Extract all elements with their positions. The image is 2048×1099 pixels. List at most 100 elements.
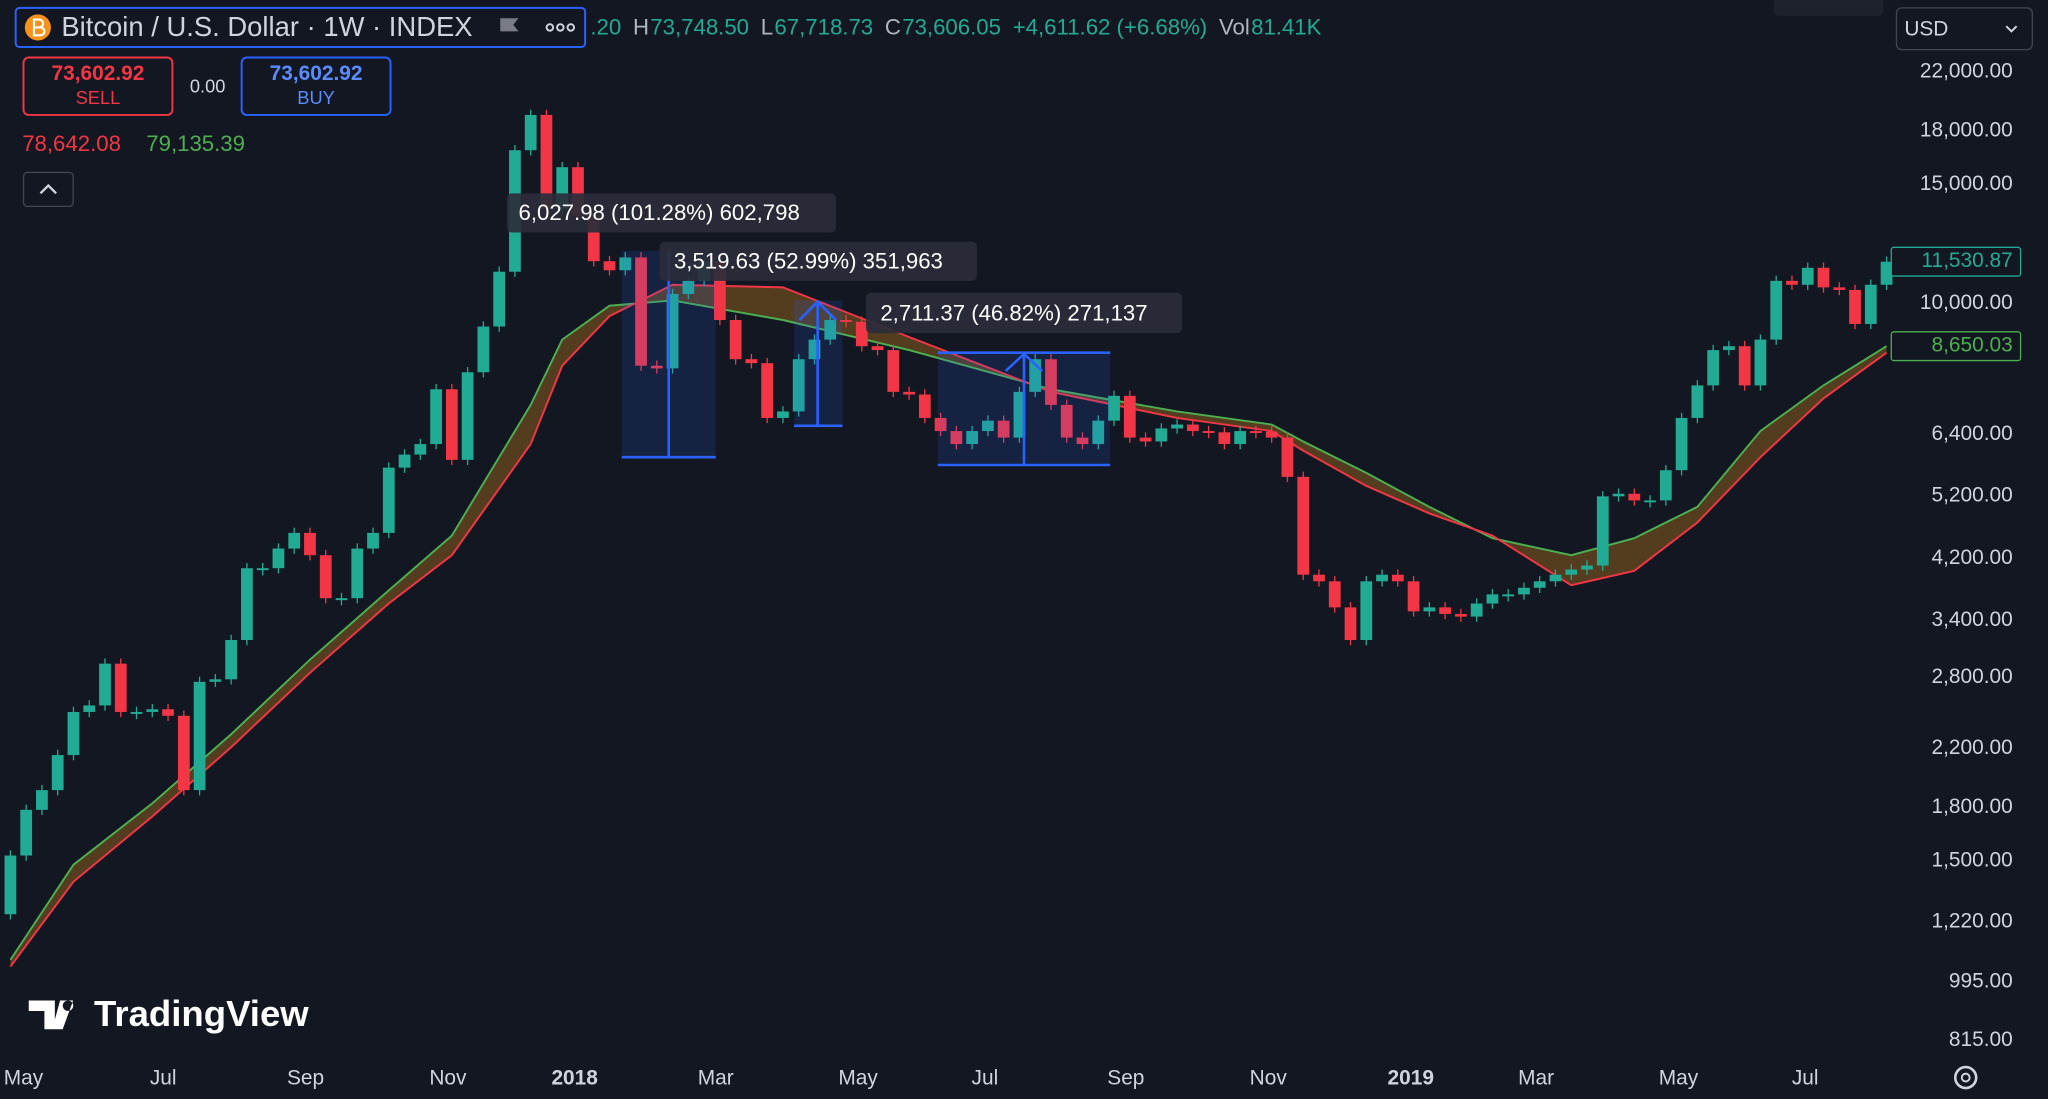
candle-body: [556, 167, 569, 209]
candle-body: [1675, 417, 1688, 471]
candle-body: [1265, 431, 1278, 438]
candle-body: [777, 411, 789, 418]
candle-body: [461, 372, 474, 460]
candle-body: [1833, 287, 1846, 290]
candle-body: [99, 663, 111, 706]
y-tick-label: 22,000.00: [1920, 59, 2013, 82]
x-tick-label: Sep: [287, 1066, 324, 1089]
candle-body: [1691, 385, 1704, 418]
candle-body: [414, 444, 427, 455]
candle-body: [761, 363, 774, 418]
buy-button[interactable]: [240, 56, 392, 116]
symbol-title: Bitcoin / U.S. Dollar · 1W · INDEX: [61, 11, 472, 42]
candle-body: [1864, 284, 1877, 324]
candle-body: [162, 709, 174, 716]
candle-body: [1849, 289, 1861, 324]
candle-body: [209, 679, 222, 682]
y-tick-label: 2,200.00: [1931, 736, 2012, 759]
candle-body: [1218, 432, 1231, 445]
flag-icon[interactable]: [500, 18, 519, 32]
price-label-box: [1890, 331, 2022, 362]
toolbar-tab[interactable]: [1773, 0, 1884, 16]
candle-body: [1738, 346, 1751, 386]
candle-body: [824, 320, 837, 340]
x-tick-label: Jul: [1792, 1066, 1819, 1089]
candle-body: [36, 790, 48, 810]
candle-body: [1817, 267, 1830, 288]
sell-label: SELL: [76, 87, 121, 108]
band-line: [9, 299, 1888, 961]
candle-body: [1502, 594, 1515, 597]
candle-body: [114, 663, 127, 712]
candle-body: [1754, 339, 1767, 386]
x-tick-label: Mar: [1518, 1066, 1554, 1089]
candle-body: [1297, 476, 1310, 575]
ohlc-key: L: [761, 15, 773, 40]
candle-body: [225, 640, 238, 680]
more-icon[interactable]: [545, 23, 576, 32]
x-tick-label: Jul: [972, 1066, 999, 1089]
plot-area: [4, 109, 1893, 968]
candle-body: [603, 261, 616, 271]
candle-body: [51, 755, 64, 791]
candle-body: [918, 394, 931, 418]
candle-body: [524, 114, 537, 151]
candle-body: [1486, 594, 1499, 604]
candle-body: [1770, 280, 1783, 340]
symbol-box[interactable]: [14, 6, 587, 49]
candle-body: [1060, 404, 1073, 438]
currency-select[interactable]: [1895, 7, 2033, 51]
collapse-button[interactable]: [22, 171, 74, 208]
candle-body: [1313, 574, 1325, 582]
candle-body: [493, 271, 506, 327]
price-label: 8,650.03: [1931, 334, 2012, 357]
x-tick-label: 2019: [1388, 1066, 1434, 1089]
candle-body: [1470, 603, 1483, 617]
candle-body: [1439, 607, 1451, 614]
y-tick-label: 10,000.00: [1920, 291, 2013, 314]
price-label: 11,530.87: [1921, 249, 2012, 272]
y-tick-label: 6,400.00: [1931, 422, 2012, 445]
candle-body: [1628, 493, 1641, 501]
sell-button[interactable]: [22, 56, 174, 116]
candle-body: [572, 167, 584, 216]
ohlc-key: C: [885, 15, 901, 40]
candle-body: [367, 532, 379, 549]
candle-body: [1644, 500, 1656, 503]
chevron-up: [39, 183, 57, 195]
candle-body: [666, 293, 679, 369]
candle-body: [146, 709, 159, 712]
candle-body: [130, 711, 143, 714]
buy-label: BUY: [297, 87, 335, 108]
candle-body: [1234, 431, 1247, 445]
candle-body: [1013, 391, 1026, 438]
candle-body: [304, 532, 316, 556]
candle-body: [1391, 574, 1404, 582]
ohlc-key: Vol: [1219, 15, 1250, 40]
candle-body: [619, 257, 632, 271]
candle-body: [256, 568, 269, 571]
candle-body: [1376, 574, 1388, 582]
candle-body: [808, 339, 821, 360]
buy-price: 73,602.92: [270, 62, 363, 85]
y-tick-label: 5,200.00: [1931, 483, 2012, 506]
settings-icon[interactable]: [1953, 1065, 1978, 1090]
ohlc-value: 81.41K: [1251, 15, 1322, 40]
x-tick-label: May: [1659, 1066, 1699, 1089]
ohlc-value: +4,611.62 (+6.68%): [1013, 15, 1208, 40]
candle-body: [1360, 581, 1373, 641]
candle-body: [1186, 424, 1199, 432]
y-tick-label: 1,800.00: [1931, 795, 2012, 818]
candle-body: [1707, 350, 1720, 386]
candle-body: [1659, 470, 1672, 501]
measure-tag: [865, 292, 1183, 334]
measure-tag: [659, 241, 977, 281]
candle-body: [398, 454, 411, 468]
currency: USD: [1904, 18, 1948, 41]
candle-body: [745, 359, 758, 364]
candle-body: [887, 350, 900, 392]
candle-body: [351, 548, 364, 599]
ask: 79,135.39: [146, 131, 245, 156]
